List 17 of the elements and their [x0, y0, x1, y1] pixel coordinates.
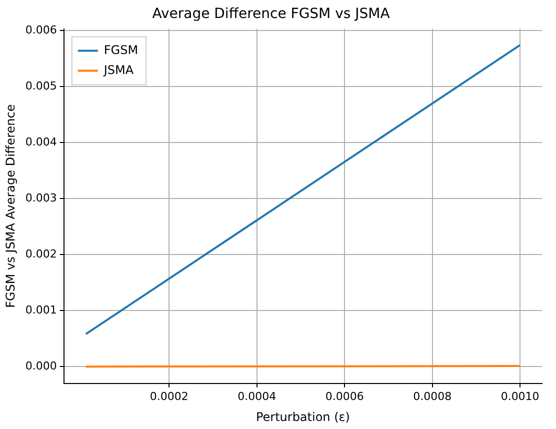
y-tick-label: 0.003	[25, 191, 57, 204]
x-tick-label: 0.0008	[413, 390, 452, 403]
y-tick-label: 0.004	[25, 135, 57, 148]
y-tick-label: 0.005	[25, 79, 57, 92]
y-tick-label: 0.001	[25, 303, 57, 316]
x-tick-label: 0.0002	[150, 390, 188, 403]
x-tick-label: 0.0006	[325, 390, 364, 403]
y-tick-label: 0.000	[25, 359, 57, 372]
y-tick-label: 0.006	[25, 23, 57, 36]
y-axis-title: FGSM vs JSMA Average Difference	[3, 104, 18, 308]
x-tick-label: 0.0010	[500, 390, 540, 403]
chart-title: Average Difference FGSM vs JSMA	[152, 6, 390, 22]
x-axis-title: Perturbation (ε)	[256, 410, 350, 424]
x-tick-label: 0.0004	[238, 390, 276, 403]
legend-label: JSMA	[102, 62, 134, 77]
legend-label: FGSM	[104, 42, 138, 57]
y-tick-label: 0.002	[25, 247, 57, 260]
